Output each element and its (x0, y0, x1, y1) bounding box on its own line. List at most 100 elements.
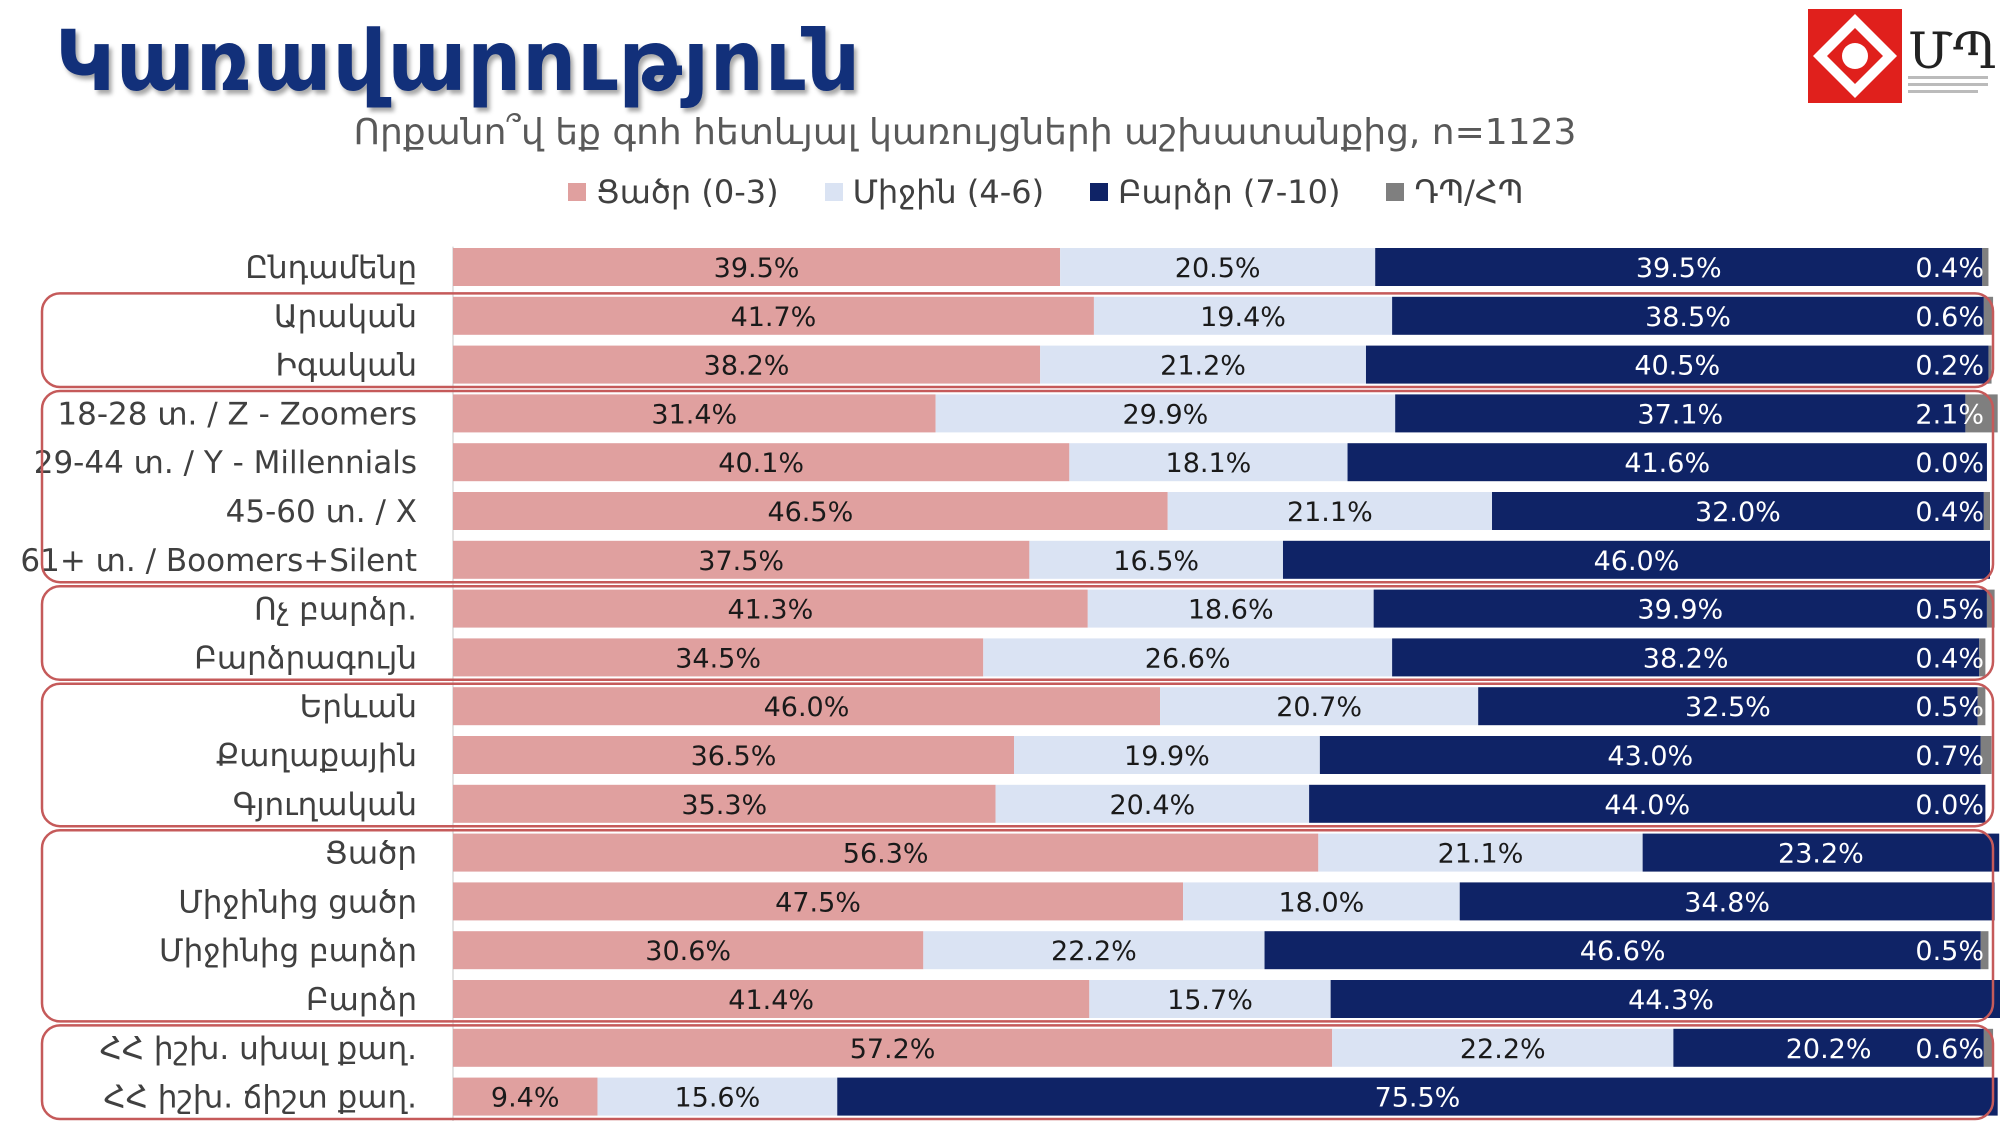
category-label: Արական (274, 299, 417, 335)
data-label: 0.7% (1915, 741, 1984, 772)
bar-segment (1983, 1028, 1994, 1067)
data-label: 18.1% (1166, 448, 1252, 479)
bar-segment (1983, 296, 1994, 335)
data-label: 22.2% (1051, 936, 1137, 967)
data-label: 0.5% (1915, 692, 1984, 723)
bar-segment (1459, 882, 1995, 921)
logo: ՄՊՄ (1808, 9, 1995, 103)
data-label: 19.9% (1124, 741, 1210, 772)
data-label: 44.0% (1604, 790, 1690, 821)
data-label: 34.5% (675, 643, 761, 674)
category-label: 29-44 տ. / Y - Millennials (34, 445, 417, 481)
data-label: 0.4% (1915, 643, 1984, 674)
bar-segment (1093, 296, 1393, 335)
bar-segment (1982, 248, 1989, 286)
bar-segment (1980, 931, 1989, 970)
bar-segment (1492, 492, 1984, 530)
data-label: 18.6% (1188, 595, 1274, 626)
legend-swatch-low (568, 183, 586, 201)
bar-segment (1373, 589, 1987, 628)
data-label: 35.3% (681, 790, 767, 821)
bar-segment (1060, 248, 1376, 286)
category-label: Քաղաքային (216, 738, 417, 774)
bar-segment (1319, 736, 1981, 774)
bar-segment (453, 540, 1030, 579)
data-label: 75.5% (1375, 1083, 1461, 1114)
category-label: Ընդամենը (245, 250, 417, 286)
logo-underline-2 (1908, 83, 1988, 86)
bar-segment (837, 1077, 1998, 1116)
legend-item-high: Բարձր (7-10) (1090, 173, 1340, 211)
data-label: 0.5% (1915, 936, 1984, 967)
bar-segment (453, 1028, 1333, 1067)
data-label: 32.0% (1695, 497, 1781, 528)
bar-segment (1392, 638, 1980, 677)
bar-segment (453, 443, 1070, 482)
legend-label-high: Բարձր (7-10) (1118, 173, 1341, 211)
category-label: 18-28 տ. / Z - Zoomers (57, 396, 417, 432)
data-label: 39.9% (1637, 595, 1723, 626)
bar-segment (1347, 443, 1987, 482)
legend-item-mid: Միջին (4-6) (824, 173, 1044, 211)
data-label: 57.2% (850, 1034, 936, 1065)
bar-segment (1183, 882, 1460, 921)
bar-segment (1029, 540, 1283, 579)
bar-segment (935, 394, 1396, 433)
page-title: Կառավարություն (55, 12, 862, 110)
data-label: 39.5% (714, 253, 800, 284)
bar-segment (1069, 443, 1348, 482)
data-label: 0.0% (1915, 448, 1984, 479)
bar-segment (1330, 980, 2000, 1018)
data-label: 38.2% (704, 351, 790, 382)
category-label: Բարձրագույն (194, 640, 417, 676)
category-label: Գյուղական (233, 787, 417, 823)
group-box (40, 292, 1995, 389)
data-label: 40.1% (718, 448, 804, 479)
bar-segment (453, 882, 1184, 921)
bar-segment (1986, 589, 1995, 628)
data-label: 20.4% (1109, 790, 1195, 821)
category-label: ՀՀ իշխ. սխալ քաղ. (100, 1031, 417, 1067)
data-label: 0.6% (1915, 302, 1984, 333)
data-label: 41.4% (728, 985, 814, 1016)
category-label: ՀՀ իշխ. ճիշտ քաղ. (104, 1080, 418, 1116)
data-label: 23.2% (1778, 839, 1864, 870)
category-label: Բարձր (306, 982, 417, 1018)
bar-segment (1478, 687, 1978, 726)
bar-segment (453, 931, 924, 970)
bar-segment (453, 638, 984, 677)
bar-segment (1318, 833, 1643, 872)
bar-segment (983, 638, 1393, 677)
data-label: 46.5% (767, 497, 853, 528)
data-label: 0.0% (1915, 790, 1984, 821)
bar-segment (1014, 736, 1320, 774)
data-label: 0.2% (1915, 351, 1984, 382)
data-label: 46.0% (764, 692, 850, 723)
category-label: Միջինից ցածր (178, 884, 417, 920)
bar-segment (1977, 687, 1986, 726)
bar-segment (1264, 931, 1981, 970)
data-label: 0.4% (1915, 497, 1984, 528)
data-label: 30.6% (645, 936, 731, 967)
bar-segment (453, 394, 936, 433)
bar-segment (1332, 1028, 1674, 1067)
data-label: 29.9% (1123, 399, 1209, 430)
data-label: 34.8% (1684, 887, 1770, 918)
bar-segment (453, 784, 996, 823)
bar-segment (1087, 589, 1374, 628)
logo-text: ՄՊՄ (1908, 22, 1995, 80)
group-box (40, 682, 1995, 828)
bar-segment (453, 980, 1090, 1018)
data-label: 37.1% (1637, 399, 1723, 430)
data-label: 21.1% (1438, 839, 1524, 870)
legend-swatch-dk (1386, 183, 1405, 201)
data-label: 22.2% (1460, 1034, 1546, 1065)
data-label: 16.5% (1113, 546, 1199, 577)
category-label: Միջինից բարձր (159, 933, 417, 969)
bar-segment (453, 248, 1061, 286)
data-label: 40.5% (1634, 351, 1720, 382)
data-label: 41.7% (731, 302, 817, 333)
bar-segment (453, 833, 1319, 872)
data-label: 31.4% (651, 399, 737, 430)
bar-segment (995, 784, 1310, 823)
